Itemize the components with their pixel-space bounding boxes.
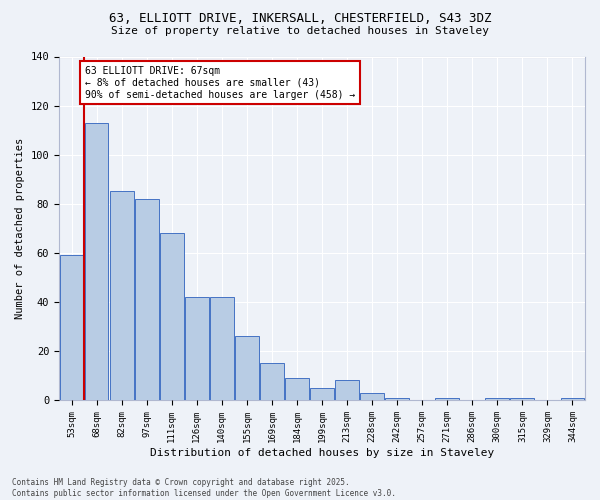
Y-axis label: Number of detached properties: Number of detached properties <box>15 138 25 319</box>
Bar <box>235 336 259 400</box>
Text: Size of property relative to detached houses in Staveley: Size of property relative to detached ho… <box>111 26 489 36</box>
Bar <box>210 297 234 400</box>
Bar <box>511 398 534 400</box>
Bar <box>185 297 209 400</box>
Text: 63 ELLIOTT DRIVE: 67sqm
← 8% of detached houses are smaller (43)
90% of semi-det: 63 ELLIOTT DRIVE: 67sqm ← 8% of detached… <box>85 66 356 100</box>
Bar <box>160 233 184 400</box>
X-axis label: Distribution of detached houses by size in Staveley: Distribution of detached houses by size … <box>150 448 494 458</box>
Bar <box>436 398 459 400</box>
Bar <box>59 255 83 400</box>
Bar <box>285 378 309 400</box>
Bar <box>135 199 158 400</box>
Bar <box>485 398 509 400</box>
Bar <box>560 398 584 400</box>
Bar <box>310 388 334 400</box>
Bar <box>260 363 284 400</box>
Text: Contains HM Land Registry data © Crown copyright and database right 2025.
Contai: Contains HM Land Registry data © Crown c… <box>12 478 396 498</box>
Bar <box>360 392 384 400</box>
Bar <box>385 398 409 400</box>
Bar <box>85 122 109 400</box>
Text: 63, ELLIOTT DRIVE, INKERSALL, CHESTERFIELD, S43 3DZ: 63, ELLIOTT DRIVE, INKERSALL, CHESTERFIE… <box>109 12 491 26</box>
Bar <box>335 380 359 400</box>
Bar <box>110 192 134 400</box>
